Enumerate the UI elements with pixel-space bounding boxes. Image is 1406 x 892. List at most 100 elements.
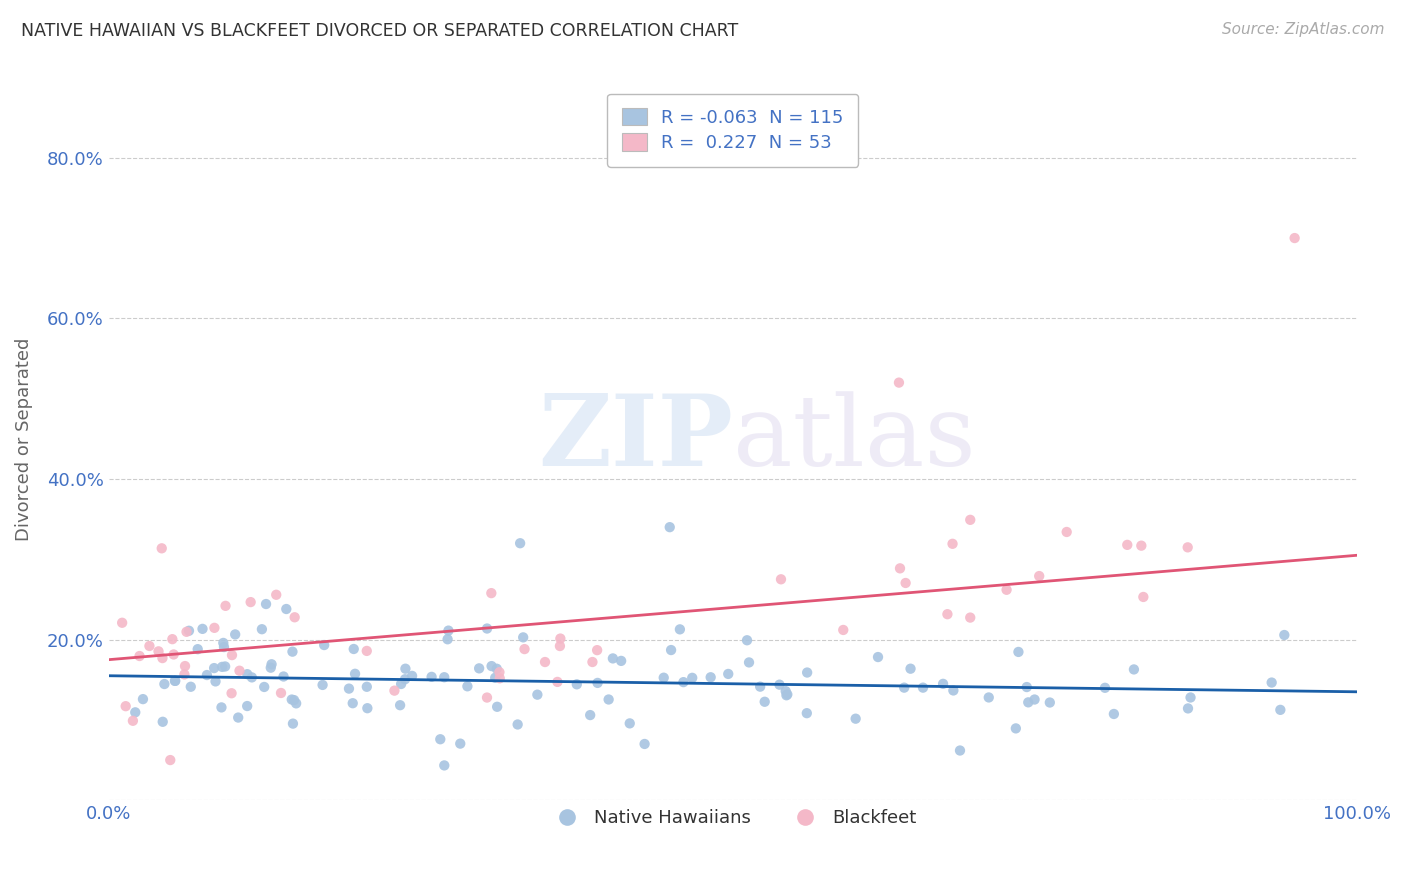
Point <box>1260 675 1282 690</box>
Point <box>1122 662 1144 676</box>
Point <box>356 644 378 658</box>
Text: NATIVE HAWAIIAN VS BLACKFEET DIVORCED OR SEPARATED CORRELATION CHART: NATIVE HAWAIIAN VS BLACKFEET DIVORCED OR… <box>21 22 738 40</box>
Point <box>866 650 889 665</box>
Point <box>389 698 412 713</box>
Point <box>204 621 226 635</box>
Point <box>796 665 818 680</box>
Point <box>488 665 510 680</box>
Point <box>128 648 150 663</box>
Point <box>211 700 233 714</box>
Point <box>775 684 797 698</box>
Point <box>995 582 1018 597</box>
Point <box>1028 569 1050 583</box>
Point <box>749 680 772 694</box>
Point <box>776 688 799 702</box>
Point <box>894 576 917 591</box>
Point <box>176 624 198 639</box>
Point <box>356 680 378 694</box>
Point <box>124 706 146 720</box>
Point <box>775 688 797 702</box>
Point <box>610 654 633 668</box>
Point <box>699 670 721 684</box>
Point <box>122 714 145 728</box>
Point <box>163 648 186 662</box>
Point <box>1272 628 1295 642</box>
Point <box>211 660 233 674</box>
Point <box>433 670 456 684</box>
Point <box>1015 680 1038 694</box>
Point <box>481 659 503 673</box>
Point <box>932 677 955 691</box>
Point <box>240 670 263 684</box>
Point <box>1007 645 1029 659</box>
Point <box>148 644 170 658</box>
Point <box>187 642 209 657</box>
Point <box>221 686 243 700</box>
Legend: Native Hawaiians, Blackfeet: Native Hawaiians, Blackfeet <box>541 802 924 835</box>
Point <box>337 681 360 696</box>
Point <box>449 737 471 751</box>
Point <box>173 667 195 681</box>
Point <box>738 656 761 670</box>
Point <box>191 622 214 636</box>
Point <box>214 659 236 673</box>
Point <box>768 678 790 692</box>
Point <box>475 690 498 705</box>
Point <box>253 680 276 694</box>
Point <box>581 655 603 669</box>
Point <box>152 714 174 729</box>
Point <box>548 639 571 653</box>
Point <box>111 615 134 630</box>
Point <box>394 662 416 676</box>
Point <box>250 622 273 636</box>
Point <box>546 674 568 689</box>
Point <box>652 671 675 685</box>
Point <box>796 706 818 721</box>
Point <box>672 675 695 690</box>
Point <box>681 671 703 685</box>
Point <box>394 672 416 686</box>
Y-axis label: Divorced or Separated: Divorced or Separated <box>15 337 32 541</box>
Point <box>254 597 277 611</box>
Point <box>342 696 364 710</box>
Point <box>769 572 792 586</box>
Point <box>226 710 249 724</box>
Point <box>484 671 506 685</box>
Point <box>526 688 548 702</box>
Point <box>264 588 287 602</box>
Point <box>845 712 868 726</box>
Point <box>754 695 776 709</box>
Point <box>1132 590 1154 604</box>
Point <box>534 655 557 669</box>
Point <box>284 610 307 624</box>
Point <box>195 668 218 682</box>
Point <box>214 599 236 613</box>
Point <box>204 674 226 689</box>
Point <box>1177 701 1199 715</box>
Point <box>579 708 602 723</box>
Point <box>165 673 187 688</box>
Point <box>343 642 366 657</box>
Point <box>942 683 965 698</box>
Point <box>658 520 681 534</box>
Point <box>619 716 641 731</box>
Point <box>429 732 451 747</box>
Point <box>832 623 855 637</box>
Point <box>212 640 235 654</box>
Point <box>456 679 478 693</box>
Point <box>281 645 304 659</box>
Point <box>941 537 963 551</box>
Point <box>436 632 458 647</box>
Point <box>889 561 911 575</box>
Point <box>356 701 378 715</box>
Point <box>344 666 367 681</box>
Point <box>433 758 456 772</box>
Point <box>506 717 529 731</box>
Point <box>659 643 682 657</box>
Point <box>602 651 624 665</box>
Point <box>236 667 259 681</box>
Point <box>949 743 972 757</box>
Point <box>384 683 406 698</box>
Point <box>633 737 655 751</box>
Point <box>598 692 620 706</box>
